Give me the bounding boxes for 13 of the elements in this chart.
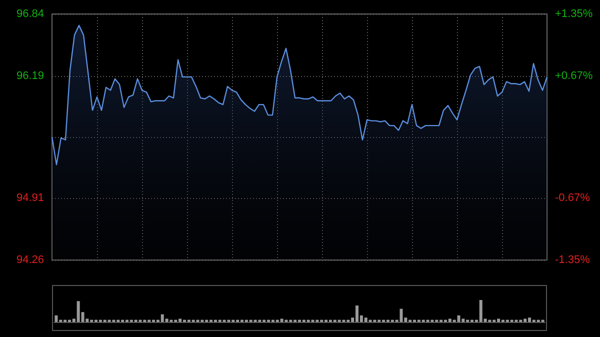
y-tick-label: 94.26: [16, 254, 44, 266]
y-tick-label: 96.84: [16, 8, 44, 20]
y2-tick-label: +1.35%: [555, 8, 593, 20]
y-tick-label: 96.19: [16, 70, 44, 82]
y2-tick-label: +0.67%: [555, 70, 593, 82]
bar: [165, 318, 168, 322]
bar: [280, 318, 284, 322]
y2-tick-label: -1.35%: [555, 254, 590, 266]
bar: [54, 315, 58, 322]
y2-tick-label: -0.67%: [555, 192, 590, 204]
bar: [400, 308, 403, 322]
y-tick-label: 94.91: [16, 192, 44, 204]
bar: [457, 315, 460, 322]
